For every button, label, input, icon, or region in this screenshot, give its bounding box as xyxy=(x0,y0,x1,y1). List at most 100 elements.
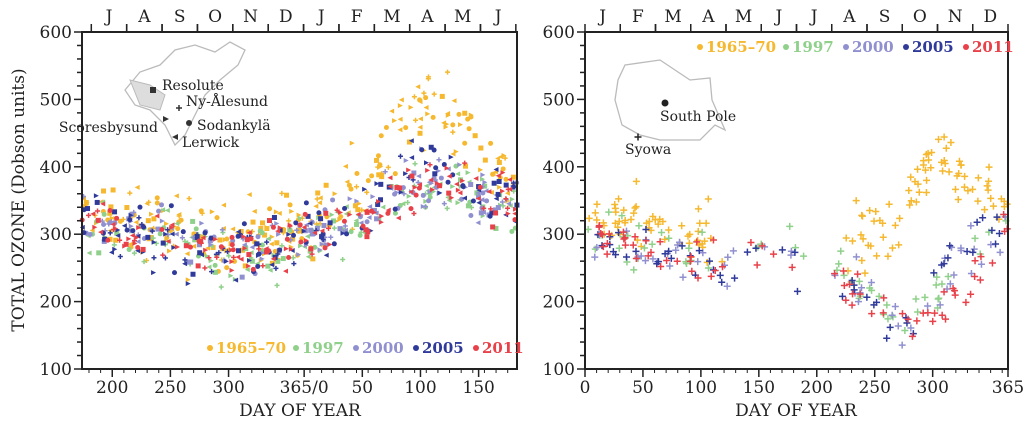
y-axis-label: TOTAL OZONE (Dobson units) xyxy=(9,68,29,331)
data-point-2011 xyxy=(105,237,111,243)
data-point-1965–70 xyxy=(392,118,398,124)
data-point-2005 xyxy=(342,206,348,212)
data-point-2005 xyxy=(489,210,495,216)
data-point-1965–70 xyxy=(127,190,133,196)
data-point-2000 xyxy=(314,225,320,231)
data-point-2005 xyxy=(344,231,350,237)
month-label: J xyxy=(597,7,606,27)
data-point-2005 xyxy=(303,200,309,206)
data-point-2011 xyxy=(503,196,509,202)
data-point-2005 xyxy=(398,189,404,195)
data-point-1965–70 xyxy=(408,104,414,110)
month-label: O xyxy=(208,7,222,27)
data-point-1965–70 xyxy=(478,145,484,151)
data-point-1965–70 xyxy=(378,133,384,139)
data-point-1965–70 xyxy=(984,186,992,194)
data-point-1965–70 xyxy=(934,135,942,143)
station-label: Sodankylä xyxy=(197,118,271,134)
data-point-2000 xyxy=(370,194,376,200)
data-point-1965–70 xyxy=(403,125,409,131)
data-point-2011 xyxy=(277,225,283,231)
legend-label: 2011 xyxy=(482,339,524,357)
data-point-2000 xyxy=(441,201,447,207)
data-point-2005 xyxy=(307,220,313,226)
data-point-1965–70 xyxy=(421,90,427,96)
data-point-2011 xyxy=(364,234,370,240)
data-point-2011 xyxy=(940,288,948,296)
data-point-2011 xyxy=(673,257,681,265)
data-point-2011 xyxy=(620,235,628,243)
data-point-1965–70 xyxy=(413,117,419,123)
data-point-1965–70 xyxy=(702,219,710,227)
data-point-1965–70 xyxy=(927,164,935,172)
data-point-2005 xyxy=(171,245,177,251)
data-point-1965–70 xyxy=(273,209,279,215)
data-point-2000 xyxy=(666,262,674,270)
data-point-2011 xyxy=(507,186,513,192)
data-point-1965–70 xyxy=(983,182,991,190)
y-tick-label: 200 xyxy=(40,293,72,313)
x-tick-label: 200 xyxy=(96,378,128,398)
data-point-1965–70 xyxy=(985,177,993,185)
data-point-2005 xyxy=(182,261,188,267)
data-point-2000 xyxy=(672,246,680,254)
station-label: Syowa xyxy=(625,142,671,158)
data-point-1965–70 xyxy=(591,209,599,217)
data-point-1965–70 xyxy=(415,84,421,90)
data-point-2005 xyxy=(598,242,606,250)
data-point-2000 xyxy=(591,253,599,261)
data-point-2005 xyxy=(107,230,113,236)
data-point-1965–70 xyxy=(352,203,358,209)
data-point-1997 xyxy=(101,211,107,217)
data-point-1965–70 xyxy=(146,199,152,205)
data-point-2005 xyxy=(124,227,130,233)
data-point-1965–70 xyxy=(185,277,191,283)
data-point-2011 xyxy=(718,263,726,271)
data-point-1965–70 xyxy=(191,243,197,249)
data-point-2005 xyxy=(269,262,275,268)
data-point-2000 xyxy=(858,284,866,292)
data-point-2000 xyxy=(438,175,444,181)
x-tick-label: 200 xyxy=(801,378,833,398)
x-tick-label: 100 xyxy=(685,378,717,398)
data-point-2000 xyxy=(623,227,631,235)
data-point-1965–70 xyxy=(495,156,501,162)
data-point-1965–70 xyxy=(101,188,107,194)
data-point-1997 xyxy=(591,245,599,253)
data-point-1965–70 xyxy=(472,133,478,139)
data-point-2005 xyxy=(169,231,175,237)
data-point-2000 xyxy=(101,222,107,228)
data-point-2011 xyxy=(126,236,132,242)
station-label: Scoresbysund xyxy=(59,120,158,136)
data-point-2011 xyxy=(495,173,501,179)
data-point-1997 xyxy=(455,171,461,177)
data-point-2011 xyxy=(603,239,611,247)
data-point-1965–70 xyxy=(891,221,899,229)
data-point-2005 xyxy=(319,234,325,240)
station-marker xyxy=(186,120,192,126)
station-marker xyxy=(634,133,642,141)
data-point-2005 xyxy=(293,220,299,226)
data-point-2005 xyxy=(136,215,142,221)
data-point-2000 xyxy=(159,202,165,208)
data-point-1965–70 xyxy=(287,202,293,208)
data-point-1965–70 xyxy=(919,161,927,169)
data-point-1997 xyxy=(330,218,336,224)
data-point-2011 xyxy=(250,266,256,272)
data-point-1965–70 xyxy=(632,203,640,211)
data-point-1965–70 xyxy=(694,227,702,235)
data-point-2011 xyxy=(363,208,369,214)
data-point-1965–70 xyxy=(955,157,963,165)
data-point-1997 xyxy=(971,234,979,242)
month-label: J xyxy=(104,7,113,27)
data-point-2000 xyxy=(907,324,915,332)
data-point-2005 xyxy=(182,257,188,263)
data-point-1997 xyxy=(423,183,429,189)
data-point-2005 xyxy=(946,242,954,250)
data-point-2011 xyxy=(308,246,314,252)
data-point-1997 xyxy=(157,231,163,237)
data-point-1997 xyxy=(354,221,360,227)
data-point-1965–70 xyxy=(417,130,423,136)
data-point-1965–70 xyxy=(279,190,285,196)
legend-dot xyxy=(903,44,909,50)
